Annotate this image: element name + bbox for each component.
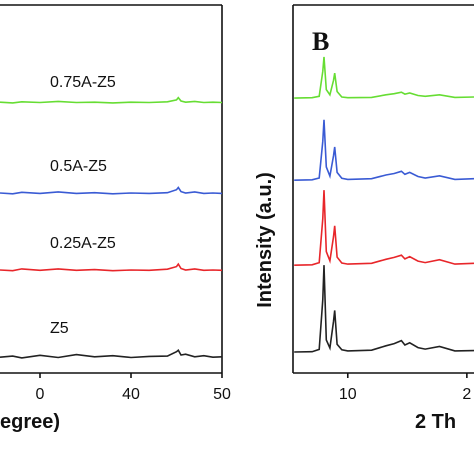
series-line — [294, 190, 474, 266]
x-axis-label: 2 Th — [415, 411, 456, 433]
series-line — [0, 262, 223, 272]
series-line — [294, 119, 474, 181]
series-line — [294, 265, 474, 353]
series-line — [0, 348, 223, 359]
x-axis-label: egree) — [0, 411, 60, 433]
x-tick-label: 40 — [122, 386, 140, 403]
series-label: 0.25A-Z5 — [50, 235, 116, 252]
series-line — [0, 186, 223, 195]
x-tick-label: 0 — [36, 386, 45, 403]
series-line — [0, 96, 223, 104]
series-line — [294, 56, 474, 99]
series-label: 0.5A-Z5 — [50, 158, 107, 175]
panel-label: B — [312, 27, 329, 56]
series-label: Z5 — [50, 320, 69, 337]
x-tick-label: 50 — [213, 386, 231, 403]
y-axis-label: Intensity (a.u.) — [254, 172, 276, 308]
series-label: 0.75A-Z5 — [50, 74, 116, 91]
x-tick-label: 2 — [462, 386, 471, 403]
x-tick-label: 10 — [339, 386, 357, 403]
